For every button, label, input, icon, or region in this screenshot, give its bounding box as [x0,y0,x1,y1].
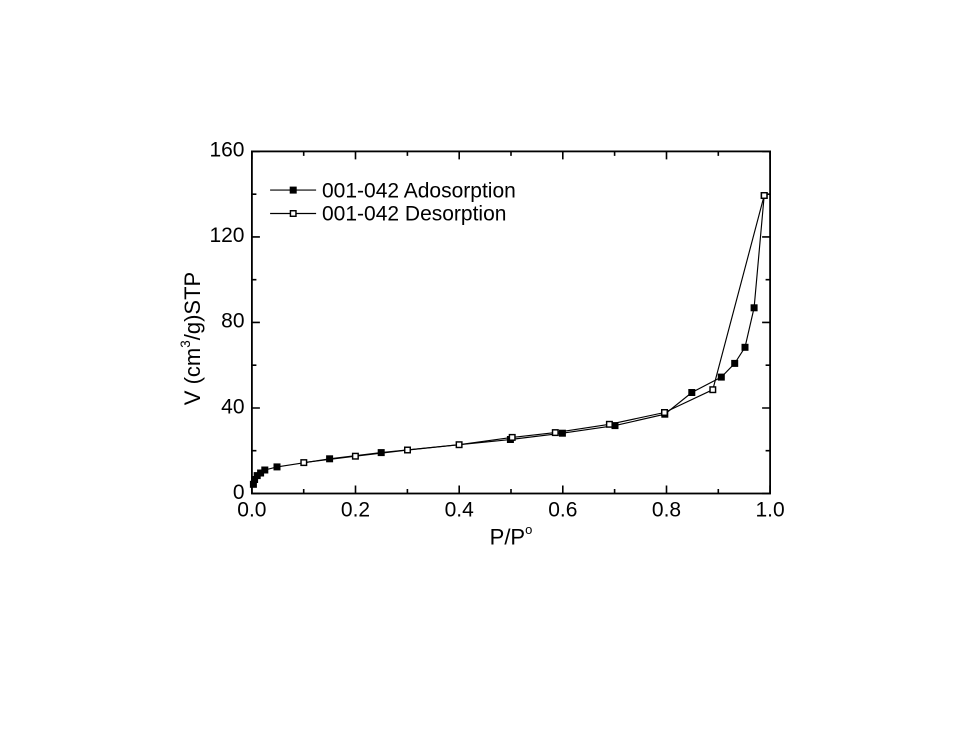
svg-text:0.4: 0.4 [445,499,475,522]
svg-text:V (cm3/g)STP: V (cm3/g)STP [178,272,205,405]
svg-text:001-042 Adosorption: 001-042 Adosorption [322,179,516,202]
svg-text:0.8: 0.8 [652,499,681,522]
svg-text:40: 40 [221,395,244,418]
svg-text:160: 160 [209,139,244,162]
svg-text:0: 0 [233,481,245,504]
svg-text:0.6: 0.6 [548,499,577,522]
svg-text:80: 80 [221,310,244,333]
svg-text:120: 120 [209,224,244,247]
svg-text:1.0: 1.0 [755,499,784,522]
svg-text:0.0: 0.0 [237,499,266,522]
svg-text:001-042 Desorption: 001-042 Desorption [322,203,506,226]
svg-text:0.2: 0.2 [341,499,370,522]
